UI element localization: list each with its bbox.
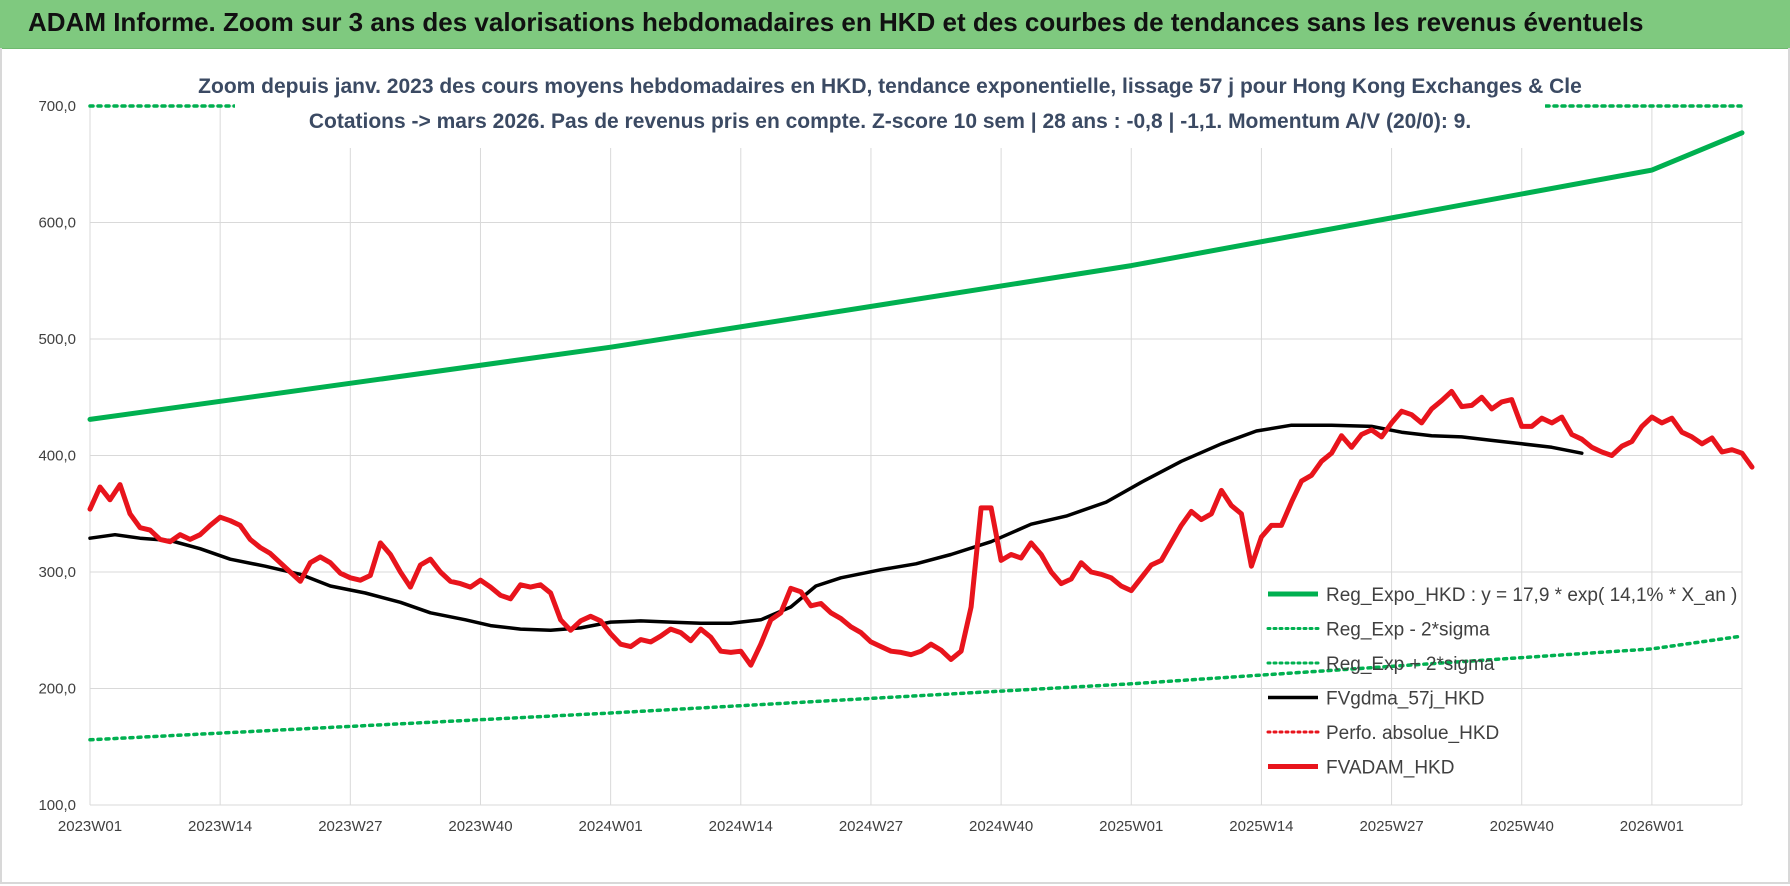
- y-tick-label: 500,0: [38, 331, 76, 348]
- legend-label: Reg_Exp + 2*sigma: [1326, 654, 1495, 675]
- x-tick-label: 2024W01: [579, 818, 643, 835]
- legend-label: Reg_Expo_HKD : y = 17,9 * exp( 14,1% * X…: [1326, 585, 1737, 606]
- fvgdma-57j-line: [88, 423, 1584, 633]
- x-tick-label: 2025W14: [1229, 818, 1293, 835]
- x-tick-label: 2024W40: [969, 818, 1033, 835]
- y-tick-label: 300,0: [38, 564, 76, 581]
- chart-title-line2: Cotations -> mars 2026. Pas de revenus p…: [309, 110, 1471, 133]
- legend-label: FVADAM_HKD: [1326, 758, 1454, 779]
- x-tick-label: 2026W01: [1620, 818, 1684, 835]
- chart-frame: [0, 48, 1790, 884]
- report-title: ADAM Informe. Zoom sur 3 ans des valoris…: [28, 7, 1644, 37]
- x-tick-label: 2024W27: [839, 818, 903, 835]
- x-tick-label: 2024W14: [709, 818, 773, 835]
- x-tick-label: 2023W27: [318, 818, 382, 835]
- legend-label: Reg_Exp - 2*sigma: [1326, 620, 1490, 641]
- y-tick-label: 100,0: [38, 797, 76, 814]
- y-tick-label: 400,0: [38, 448, 76, 465]
- y-tick-label: 700,0: [38, 98, 76, 115]
- y-tick-label: 600,0: [38, 215, 76, 232]
- x-tick-label: 2025W40: [1490, 818, 1554, 835]
- x-tick-label: 2023W14: [188, 818, 252, 835]
- chart-title-line1: Zoom depuis janv. 2023 des cours moyens …: [198, 75, 1582, 98]
- x-tick-label: 2023W01: [58, 818, 122, 835]
- subtitle-backdrop: [235, 68, 1545, 148]
- reg-expo-line: [87, 130, 1745, 422]
- reg-minus-2sigma-line: [88, 634, 1744, 742]
- fvadam-line: [87, 388, 1755, 668]
- y-tick-label: 200,0: [38, 681, 76, 698]
- x-tick-label: 2025W27: [1359, 818, 1423, 835]
- legend-label: FVgdma_57j_HKD: [1326, 689, 1484, 710]
- x-tick-label: 2025W01: [1099, 818, 1163, 835]
- legend-label: Perfo. absolue_HKD: [1326, 723, 1499, 744]
- x-tick-label: 2023W40: [448, 818, 512, 835]
- report-banner: ADAM Informe. Zoom sur 3 ans des valoris…: [0, 0, 1790, 49]
